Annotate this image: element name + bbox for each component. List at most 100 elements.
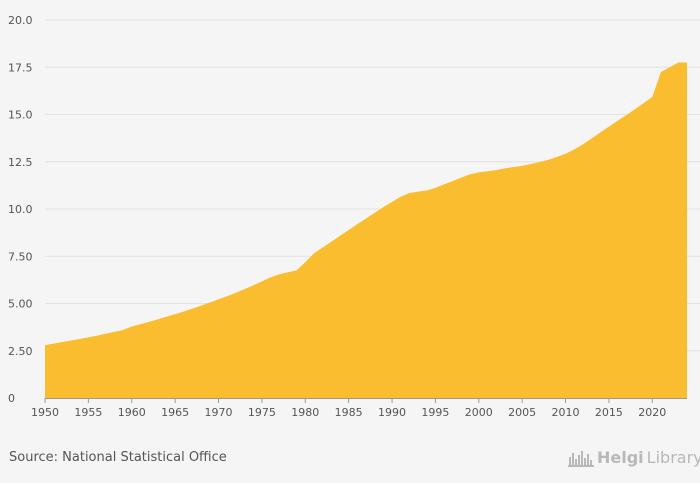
data-point — [546, 158, 550, 162]
x-tick-label: 1950 — [31, 406, 59, 419]
y-tick-label: 5.00 — [8, 298, 33, 311]
data-point — [43, 343, 47, 347]
building-icon — [568, 450, 594, 467]
data-point — [112, 330, 116, 334]
data-point — [190, 307, 194, 311]
data-point — [373, 211, 377, 215]
data-point — [251, 283, 255, 287]
y-tick-label: 0 — [8, 392, 15, 405]
data-point — [485, 169, 489, 173]
x-tick-label: 1975 — [248, 406, 276, 419]
data-point — [329, 240, 333, 244]
data-point — [494, 168, 498, 172]
x-tick-label: 1990 — [378, 406, 406, 419]
x-tick-label: 2005 — [508, 406, 536, 419]
data-point — [685, 61, 689, 65]
source-note: Source: National Statistical Office — [9, 450, 227, 465]
data-point — [95, 334, 99, 338]
data-point — [425, 188, 429, 192]
data-point — [572, 147, 576, 151]
data-point — [138, 322, 142, 326]
data-point — [269, 275, 273, 279]
data-point — [164, 315, 168, 319]
data-point — [156, 317, 160, 321]
y-tick-label: 2.50 — [8, 345, 33, 358]
data-point — [607, 125, 611, 129]
data-point — [538, 160, 542, 164]
data-point — [581, 142, 585, 146]
x-tick-label: 1985 — [335, 406, 363, 419]
data-point — [590, 137, 594, 141]
data-point — [381, 205, 385, 209]
helgi-library-logo[interactable]: Helgi Library. — [568, 448, 700, 467]
data-point — [173, 312, 177, 316]
logo-text-helgi: Helgi — [597, 448, 644, 467]
data-point — [468, 172, 472, 176]
data-point — [633, 107, 637, 111]
data-point — [433, 186, 437, 190]
y-tick-label: 7.50 — [8, 250, 33, 263]
y-tick-label: 20.0 — [8, 14, 33, 27]
data-point — [416, 190, 420, 194]
y-tick-label: 15.0 — [8, 109, 33, 122]
data-point — [503, 166, 507, 170]
data-point — [147, 320, 151, 324]
x-tick-label: 1995 — [421, 406, 449, 419]
x-tick-label: 1955 — [74, 406, 102, 419]
data-area — [45, 62, 687, 398]
data-point — [511, 165, 515, 169]
data-point — [355, 222, 359, 226]
data-point — [199, 304, 203, 308]
data-point — [520, 164, 524, 168]
data-point — [451, 179, 455, 183]
data-point — [104, 332, 108, 336]
data-point — [86, 335, 90, 339]
y-tick-label: 12.5 — [8, 156, 33, 169]
data-point — [321, 246, 325, 250]
x-tick-label: 2000 — [465, 406, 493, 419]
data-point — [598, 130, 602, 134]
data-point — [338, 234, 342, 238]
data-point — [130, 325, 134, 329]
data-point — [260, 279, 264, 283]
data-point — [616, 119, 620, 123]
data-point — [78, 337, 82, 341]
x-tick-label: 1965 — [161, 406, 189, 419]
data-point — [217, 297, 221, 301]
data-point — [564, 152, 568, 156]
data-point — [390, 200, 394, 204]
y-tick-label: 10.0 — [8, 203, 33, 216]
data-point — [407, 191, 411, 195]
data-point — [225, 294, 229, 298]
y-axis-labels: 0 2.50 5.00 7.50 10.0 12.5 15.0 17.5 20.0 — [8, 14, 33, 405]
data-point — [243, 287, 247, 291]
data-point — [182, 309, 186, 313]
x-tick-label: 1970 — [205, 406, 233, 419]
y-tick-label: 17.5 — [8, 61, 33, 74]
x-tick-label: 2020 — [638, 406, 666, 419]
data-point — [303, 260, 307, 264]
data-point — [277, 272, 281, 276]
data-point — [234, 291, 238, 295]
x-tick-label: 2010 — [552, 406, 580, 419]
data-point — [69, 339, 73, 343]
x-axis-labels: 1950 1955 1960 1965 1970 1975 1980 1985 1990 1995… — [31, 398, 666, 419]
data-point — [52, 342, 56, 346]
data-point — [295, 268, 299, 272]
data-point — [659, 70, 663, 74]
data-point — [442, 182, 446, 186]
data-point — [676, 61, 680, 65]
data-point — [555, 155, 559, 159]
x-tick-label: 1960 — [118, 406, 146, 419]
data-point — [477, 170, 481, 174]
data-point — [208, 301, 212, 305]
data-point — [668, 65, 672, 69]
data-point — [312, 251, 316, 255]
logo-text-library: Library. — [646, 448, 700, 467]
data-point — [399, 195, 403, 199]
x-tick-label: 1980 — [291, 406, 319, 419]
data-point — [121, 328, 125, 332]
x-tick-label: 2015 — [595, 406, 623, 419]
data-point — [286, 270, 290, 274]
